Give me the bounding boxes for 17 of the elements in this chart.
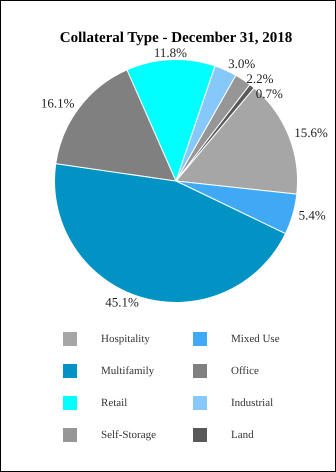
data-label: 16.1%: [40, 95, 75, 110]
legend-label: Multifamily: [101, 364, 154, 376]
data-label: 11.8%: [154, 45, 188, 60]
legend-label: Office: [231, 364, 259, 376]
data-label: 3.0%: [228, 56, 256, 72]
chart-title: Collateral Type - December 31, 2018: [60, 30, 292, 46]
legend-label: Hospitality: [101, 332, 150, 344]
legend-label: Mixed Use: [231, 332, 280, 344]
data-label: 5.4%: [298, 207, 326, 222]
data-label: 15.6%: [294, 124, 328, 140]
legend-label: Retail: [101, 396, 128, 408]
data-label: 0.7%: [256, 86, 284, 102]
data-label: 2.2%: [246, 71, 274, 86]
legend-label: Land: [231, 428, 254, 440]
legend-label: Self-Storage: [101, 428, 156, 440]
data-label: 45.1%: [105, 294, 140, 310]
legend-label: Industrial: [231, 396, 274, 408]
